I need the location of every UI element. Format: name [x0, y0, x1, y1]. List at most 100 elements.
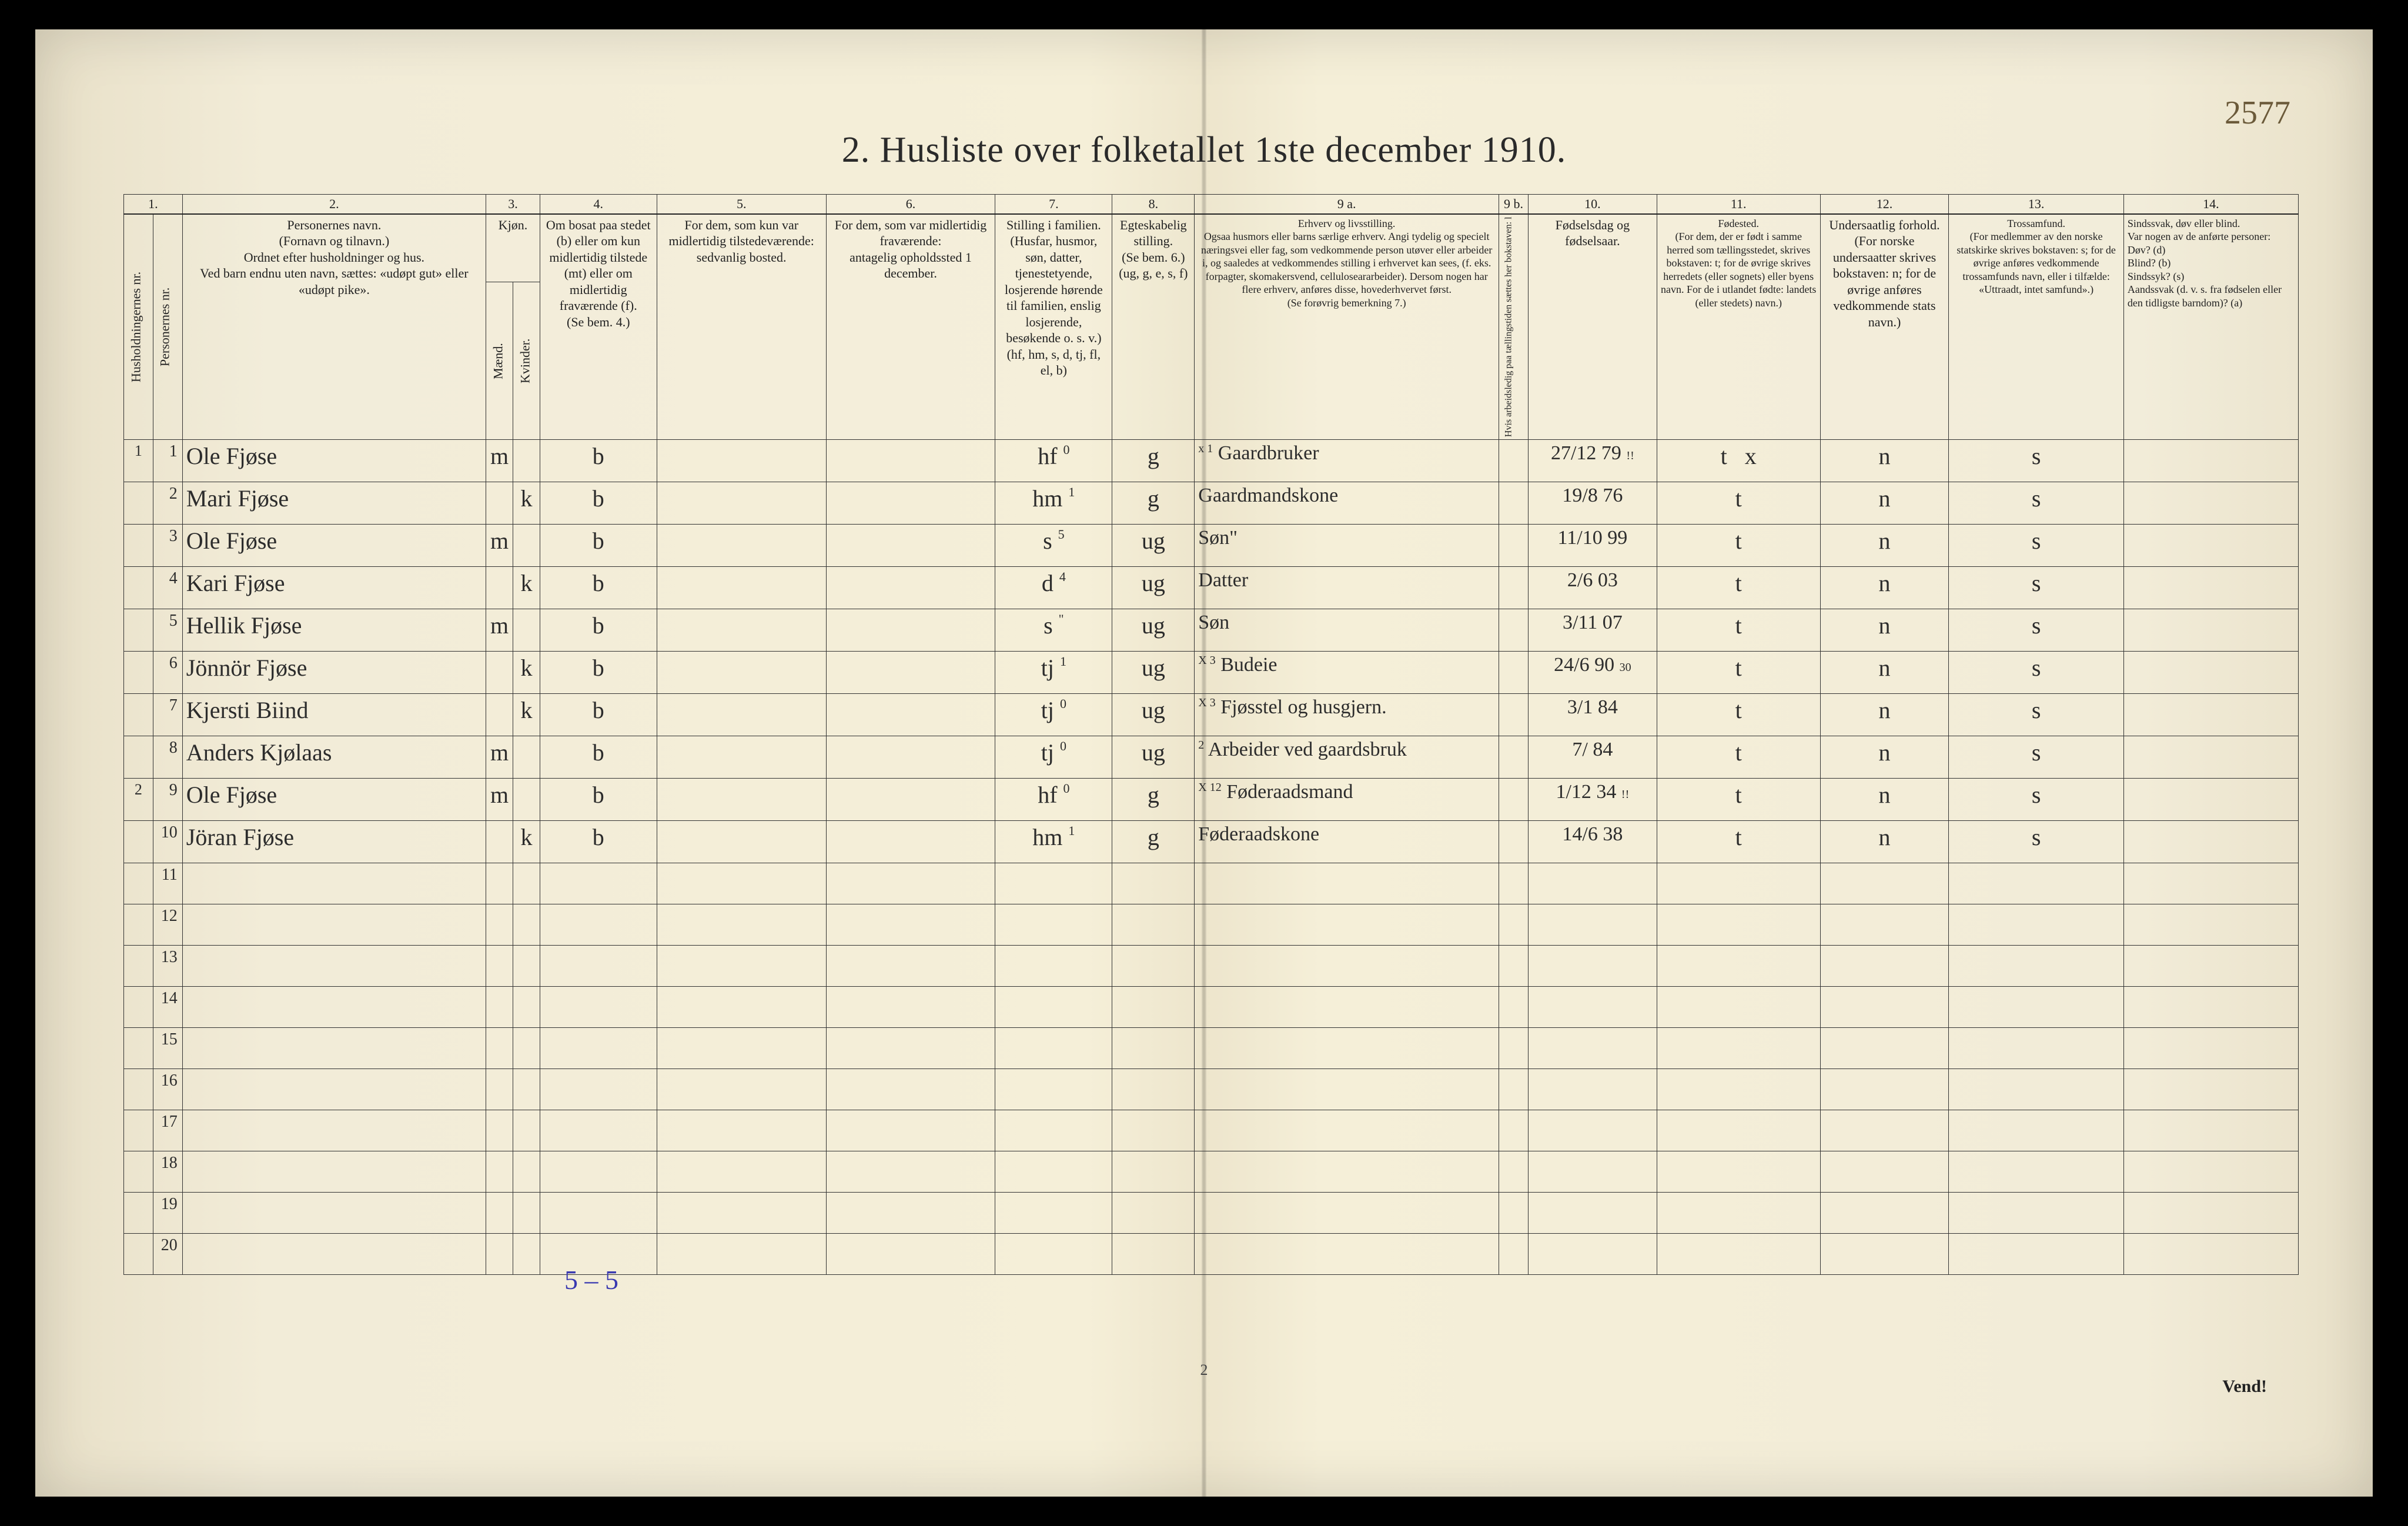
cell-empty: [1949, 987, 2123, 1028]
cell-name: Anders Kjølaas: [182, 736, 486, 779]
cell-empty: [513, 1069, 540, 1110]
cell-empty: [486, 1110, 513, 1151]
cell-empty: [1195, 987, 1499, 1028]
column-number: 4.: [540, 195, 657, 214]
cell-empty: [995, 1069, 1112, 1110]
cell-empty: [657, 946, 826, 987]
cell-empty: [995, 946, 1112, 987]
cell-residence: b: [540, 652, 657, 694]
cell-sex-k: k: [513, 567, 540, 609]
cell-empty: [826, 863, 995, 904]
cell-residence: b: [540, 694, 657, 736]
cell-temp-absent: [826, 694, 995, 736]
cell-person-no: 7: [153, 694, 182, 736]
table-row: 13: [124, 946, 2299, 987]
cell-empty: [1499, 1110, 1529, 1151]
cell-empty: [486, 1069, 513, 1110]
cell-religion: s: [1949, 736, 2123, 779]
cell-empty: [513, 1151, 540, 1193]
cell-name: Ole Fjøse: [182, 525, 486, 567]
cell-sex-k: [513, 525, 540, 567]
cell-empty: [486, 1193, 513, 1234]
table-row: 8Anders Kjølaasmbtj 0ug2 Arbeider ved ga…: [124, 736, 2299, 779]
cell-empty: [1820, 1234, 1949, 1275]
cell-disability: [2123, 652, 2298, 694]
cell-empty: [1195, 946, 1499, 987]
header-person-no: Personernes nr.: [153, 214, 182, 440]
cell-empty: [1112, 987, 1195, 1028]
cell-household-no: [124, 1234, 153, 1275]
cell-household-no: [124, 863, 153, 904]
cell-birthplace: t: [1657, 482, 1820, 525]
cell-unemployed: [1499, 567, 1529, 609]
cell-sex-k: k: [513, 482, 540, 525]
cell-empty: [995, 1028, 1112, 1069]
cell-nationality: n: [1820, 821, 1949, 863]
cell-empty: [182, 987, 486, 1028]
ledger-page: 2577 2. Husliste over folketallet 1ste d…: [35, 29, 2373, 1497]
cell-empty: [2123, 1193, 2298, 1234]
cell-temp-present: [657, 779, 826, 821]
cell-person-no: 19: [153, 1193, 182, 1234]
cell-family-position: tj 1: [995, 652, 1112, 694]
cell-empty: [1820, 987, 1949, 1028]
cell-occupation: x 1 Gaardbruker: [1195, 440, 1499, 482]
cell-empty: [1657, 863, 1820, 904]
table-row: 3Ole Fjøsembs 5ugSøn"11/10 99tns: [124, 525, 2299, 567]
cell-nationality: n: [1820, 694, 1949, 736]
cell-unemployed: [1499, 694, 1529, 736]
cell-empty: [540, 1028, 657, 1069]
cell-empty: [513, 1110, 540, 1151]
cell-empty: [2123, 1069, 2298, 1110]
header-family-position: Stilling i familien. (Husfar, husmor, sø…: [995, 214, 1112, 440]
cell-religion: s: [1949, 694, 2123, 736]
cell-temp-absent: [826, 779, 995, 821]
cell-residence: b: [540, 567, 657, 609]
cell-empty: [1820, 863, 1949, 904]
cell-empty: [1195, 1110, 1499, 1151]
table-row: 29Ole Fjøsembhf 0gX 12 Føderaadsmand1/12…: [124, 779, 2299, 821]
header-main-row: Husholdningernes nr. Personernes nr. Per…: [124, 214, 2299, 282]
header-religion: Trossamfund. (For medlemmer av den norsk…: [1949, 214, 2123, 440]
column-number: 8.: [1112, 195, 1195, 214]
cell-sex-m: [486, 652, 513, 694]
cell-name: Ole Fjøse: [182, 440, 486, 482]
cell-household-no: [124, 567, 153, 609]
header-birthplace: Fødested. (For dem, der er født i samme …: [1657, 214, 1820, 440]
cell-empty: [1499, 904, 1529, 946]
cell-empty: [486, 946, 513, 987]
cell-empty: [1820, 1028, 1949, 1069]
cell-empty: [182, 904, 486, 946]
column-number: 3.: [486, 195, 540, 214]
cell-temp-absent: [826, 821, 995, 863]
cell-empty: [486, 987, 513, 1028]
cell-marital: g: [1112, 821, 1195, 863]
cell-empty: [1195, 863, 1499, 904]
cell-temp-present: [657, 694, 826, 736]
cell-empty: [486, 1234, 513, 1275]
cell-disability: [2123, 567, 2298, 609]
cell-empty: [540, 1151, 657, 1193]
cell-dob: 2/6 03: [1528, 567, 1657, 609]
cell-occupation: Gaardmandskone: [1195, 482, 1499, 525]
cell-nationality: n: [1820, 652, 1949, 694]
cell-empty: [1499, 946, 1529, 987]
column-number: 7.: [995, 195, 1112, 214]
cell-empty: [826, 1151, 995, 1193]
cell-person-no: 12: [153, 904, 182, 946]
table-row: 15: [124, 1028, 2299, 1069]
cell-residence: b: [540, 525, 657, 567]
header-nationality: Undersaatlig forhold. (For norske unders…: [1820, 214, 1949, 440]
cell-empty: [1949, 1151, 2123, 1193]
table-row: 18: [124, 1151, 2299, 1193]
cell-household-no: [124, 1069, 153, 1110]
cell-residence: b: [540, 736, 657, 779]
cell-empty: [513, 1193, 540, 1234]
cell-nationality: n: [1820, 440, 1949, 482]
cell-empty: [182, 946, 486, 987]
column-number: 9 a.: [1195, 195, 1499, 214]
table-row: 16: [124, 1069, 2299, 1110]
table-row: 20: [124, 1234, 2299, 1275]
cell-household-no: 1: [124, 440, 153, 482]
cell-empty: [826, 987, 995, 1028]
